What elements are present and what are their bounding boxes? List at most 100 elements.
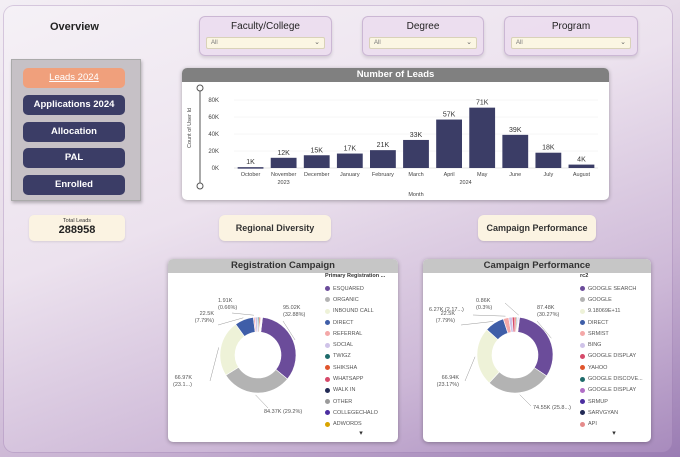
slicer-degree: Degree All ⌄ — [362, 16, 484, 56]
legend-label: API — [588, 421, 597, 428]
bar — [436, 119, 462, 168]
legend-item[interactable]: DIRECT — [325, 317, 397, 328]
total-leads-card: Total Leads 288958 — [29, 215, 125, 241]
campaign-performance-button[interactable]: Campaign Performance — [478, 215, 596, 241]
slicer-faculty-dropdown[interactable]: All ⌄ — [206, 37, 325, 49]
bar-data-label: 57K — [443, 112, 456, 119]
nav-enrolled[interactable]: Enrolled — [23, 175, 125, 195]
leader-line — [209, 347, 219, 382]
legend-item[interactable]: ADWORDS — [325, 419, 397, 430]
legend-swatch — [580, 342, 585, 348]
bar-data-label: 12K — [277, 150, 290, 157]
registration-campaign-card: Registration Campaign 95.02K (32.88%) 84.3… — [168, 259, 398, 442]
legend-item[interactable]: INBOUND CALL — [325, 306, 397, 317]
legend-item[interactable]: SHIKSHA — [325, 362, 397, 373]
legend-item[interactable]: 9.18069E+11 — [580, 306, 648, 317]
slice-data-label: 22.5K — [200, 311, 215, 317]
legend-item[interactable]: SOCIAL — [325, 339, 397, 350]
bar — [370, 150, 396, 168]
legend-swatch — [580, 353, 585, 359]
registration-campaign-legend: Primary Registration ... ESQUARED ORGANIC… — [325, 273, 397, 437]
legend-item[interactable]: REFERRAL — [325, 328, 397, 339]
nav-allocation[interactable]: Allocation — [23, 122, 125, 142]
bar-data-label: 39K — [509, 127, 522, 134]
bar-data-label: 17K — [344, 146, 357, 153]
slice-data-label: 95.02K — [283, 305, 301, 311]
campaign-performance-card: Campaign Performance 87.48K (30.27%) 74.55… — [423, 259, 651, 442]
number-of-leads-card: Number of Leads Count of User Id 0K 20K 40K… — [182, 68, 609, 200]
leader-line — [231, 312, 254, 316]
slice-data-label: (30.27%) — [537, 312, 559, 318]
nav-pal[interactable]: PAL — [23, 148, 125, 168]
page-title: Overview — [50, 21, 99, 33]
y-tick-label: 20K — [208, 149, 219, 155]
legend-item[interactable]: ESQUARED — [325, 283, 397, 294]
x-tick-label: November — [271, 172, 297, 178]
slicer-faculty-label: Faculty/College — [231, 21, 300, 32]
slicer-faculty-value: All — [211, 40, 218, 46]
slicer-degree-value: All — [374, 40, 381, 46]
regional-diversity-button[interactable]: Regional Diversity — [219, 215, 331, 241]
legend-item[interactable]: SRMIST — [580, 328, 648, 339]
legend-title: Primary Registration ... — [325, 273, 386, 279]
legend-swatch — [580, 421, 585, 427]
legend-item[interactable]: COLLEGECHALO — [325, 407, 397, 418]
legend-swatch — [325, 342, 330, 348]
legend-item[interactable]: GOOGLE DISPLAY — [580, 385, 648, 396]
legend-swatch — [580, 297, 585, 303]
slicer-degree-dropdown[interactable]: All ⌄ — [369, 37, 477, 49]
legend-item[interactable]: ORGANIC — [325, 294, 397, 305]
legend-swatch — [325, 353, 330, 359]
legend-label: INBOUND CALL — [333, 308, 374, 315]
legend-scroll-down-icon[interactable]: ▾ — [359, 429, 363, 437]
legend-item[interactable]: YAHOO — [580, 362, 648, 373]
legend-item[interactable]: DIRECT — [580, 317, 648, 328]
legend-item[interactable]: GOOGLE DISCOVE... — [580, 373, 648, 384]
slice-data-label: (0.3%) — [476, 305, 492, 311]
x-tick-label: August — [573, 172, 591, 178]
legend-item[interactable]: WHATSAPP — [325, 373, 397, 384]
nav-leads-2024[interactable]: Leads 2024 — [23, 68, 125, 88]
x-tick-label: December — [304, 172, 330, 178]
legend-item[interactable]: SRMUP — [580, 396, 648, 407]
nav-applications-2024[interactable]: Applications 2024 — [23, 95, 125, 115]
bar — [403, 139, 429, 168]
x-tick-label: January — [340, 172, 360, 178]
legend-label: WHATSAPP — [333, 376, 364, 383]
legend-item[interactable]: GOOGLE — [580, 294, 648, 305]
legend-label: OTHER — [333, 398, 353, 405]
slice-data-label: (23.1...) — [173, 382, 192, 388]
registration-campaign-donut: 95.02K(32.88%) 84.37K (29.2%) 66.97K(23.1.… — [173, 298, 305, 415]
legend-swatch — [580, 286, 585, 292]
legend-title: rc2 — [580, 273, 589, 279]
legend-swatch — [580, 365, 585, 371]
legend-label: ADWORDS — [333, 421, 362, 428]
legend-item[interactable]: SARVGYAN — [580, 407, 648, 418]
legend-item[interactable]: TWIGZ — [325, 351, 397, 362]
bar — [303, 155, 330, 168]
slicer-program: Program All ⌄ — [504, 16, 638, 56]
donut-slice — [225, 366, 288, 394]
legend-item[interactable]: GOOGLE DISPLAY — [580, 351, 648, 362]
legend-item[interactable]: API — [580, 419, 648, 430]
legend-item[interactable]: GOOGLE SEARCH — [580, 283, 648, 294]
legend-label: SARVGYAN — [588, 409, 619, 416]
legend-scroll-down-icon[interactable]: ▾ — [612, 429, 616, 437]
bar-data-label: 15K — [310, 147, 323, 154]
leader-line — [536, 320, 552, 339]
slice-data-label: (7.79%) — [436, 318, 455, 324]
leader-line — [460, 321, 494, 326]
bar-data-label: 1K — [246, 159, 255, 166]
legend-swatch — [325, 331, 330, 337]
x-group-label: 2024 — [460, 180, 472, 186]
bar — [502, 134, 529, 168]
x-tick-label: February — [372, 172, 394, 178]
slicer-program-dropdown[interactable]: All ⌄ — [511, 37, 631, 49]
x-tick-label: October — [241, 172, 261, 178]
legend-item[interactable]: OTHER — [325, 396, 397, 407]
legend-item[interactable]: WALK IN — [325, 385, 397, 396]
leader-line — [255, 394, 269, 409]
legend-label: TWIGZ — [333, 353, 351, 360]
slice-data-label: 87.48K — [537, 305, 555, 311]
legend-item[interactable]: BING — [580, 339, 648, 350]
